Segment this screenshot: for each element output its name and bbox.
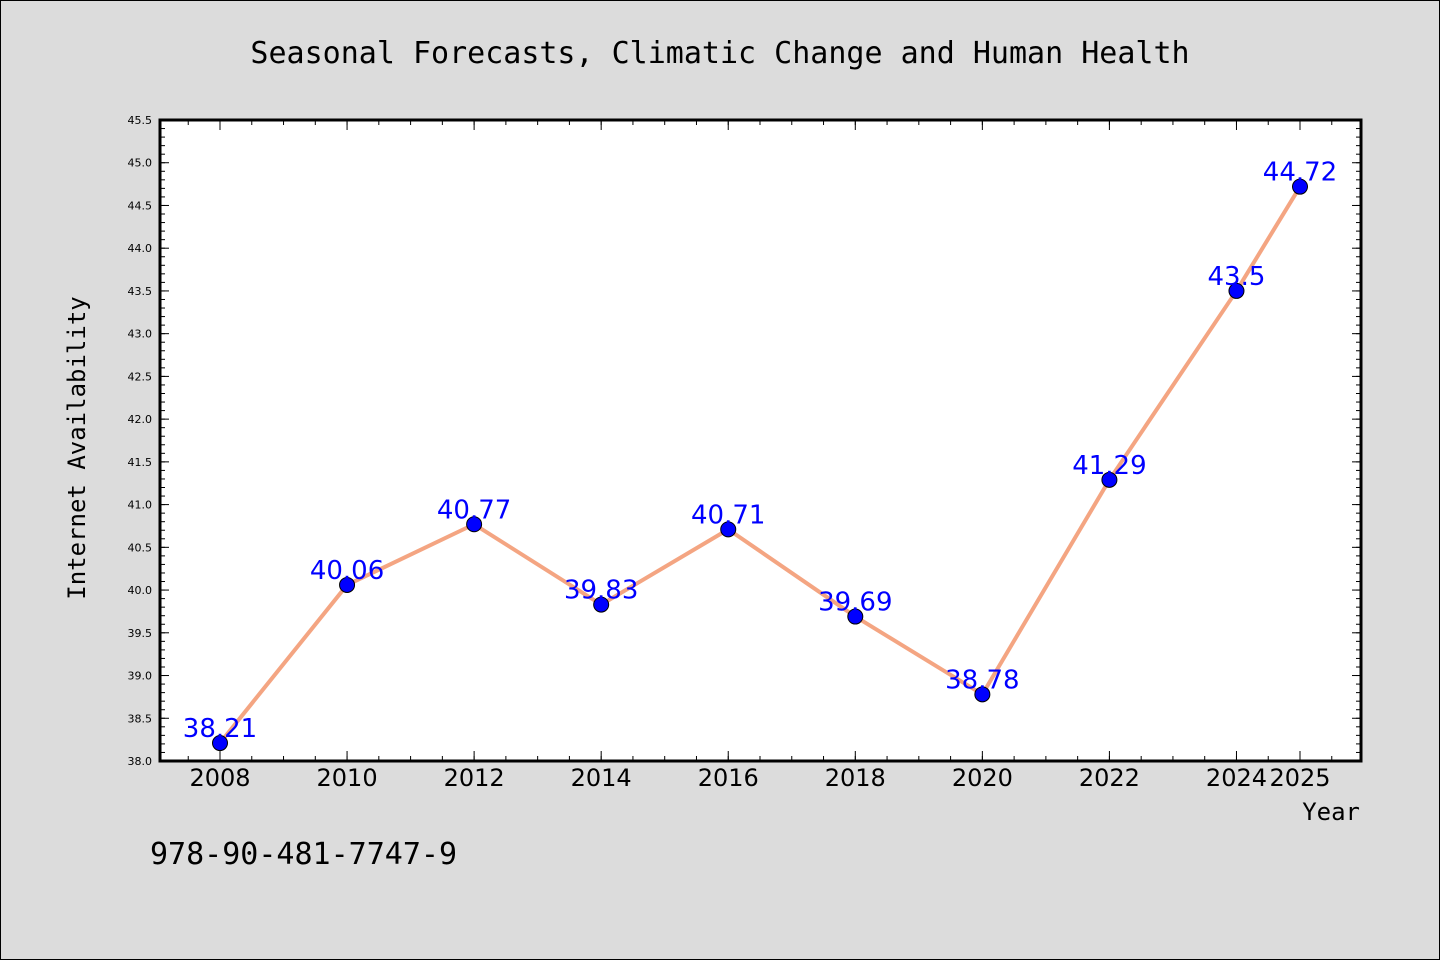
data-point <box>593 596 610 613</box>
y-tick-label: 44.0 <box>128 242 153 255</box>
data-point <box>720 521 737 538</box>
axis-ticks: 38.0 38.5 39.0 39.5 40.0 40.5 41.0 41.5 42.0 42.5… <box>128 114 1361 792</box>
y-tick-label: 40.0 <box>128 584 153 597</box>
data-point <box>1228 282 1245 299</box>
y-tick-label: 45.5 <box>128 114 153 127</box>
data-label: 40.71 <box>691 500 765 530</box>
data-label: 40.77 <box>437 495 511 525</box>
y-tick-label: 45.0 <box>128 157 153 170</box>
y-tick-label: 40.5 <box>128 541 153 554</box>
data-point <box>339 576 356 593</box>
x-tick-label: 2024 <box>1206 764 1267 792</box>
x-tick-label: 2025 <box>1269 764 1330 792</box>
x-tick-label: 2014 <box>571 764 632 792</box>
x-tick-label: 2008 <box>189 764 250 792</box>
y-tick-label: 43.5 <box>128 285 153 298</box>
chart-title: Seasonal Forecasts, Climatic Change and … <box>250 36 1189 71</box>
data-point <box>974 686 991 703</box>
x-axis-label: Year <box>1302 798 1360 826</box>
data-point <box>466 516 483 533</box>
x-tick-label: 2022 <box>1079 764 1140 792</box>
y-tick-label: 44.5 <box>128 199 153 212</box>
x-tick-label: 2020 <box>952 764 1013 792</box>
data-point <box>1101 471 1118 488</box>
y-tick-label: 43.0 <box>128 328 153 341</box>
x-tick-label: 2010 <box>317 764 378 792</box>
x-tick-label: 2018 <box>825 764 886 792</box>
data-label: 38.21 <box>183 714 257 744</box>
data-label: 44.72 <box>1263 158 1337 188</box>
x-tick-label: 2016 <box>698 764 759 792</box>
y-tick-label: 41.0 <box>128 499 153 512</box>
y-tick-label: 39.5 <box>128 627 153 640</box>
data-label: 40.06 <box>310 556 384 586</box>
y-tick-label: 38.0 <box>128 755 153 768</box>
data-point <box>212 735 228 752</box>
y-tick-label: 39.0 <box>128 670 153 683</box>
data-labels: 38.21 40.06 40.77 39.83 40.71 39.69 38.78 41.29… <box>183 158 1337 744</box>
series-line <box>218 184 1302 746</box>
data-label: 38.78 <box>945 665 1019 695</box>
y-axis-label: Internet Availability <box>63 296 91 599</box>
data-label: 39.69 <box>818 588 892 618</box>
data-label: 41.29 <box>1072 451 1146 481</box>
y-tick-label: 41.5 <box>128 456 153 469</box>
data-label: 39.83 <box>564 576 638 606</box>
data-series <box>212 178 1308 752</box>
data-label: 43.5 <box>1208 262 1266 292</box>
isbn-footer: 978-90-481-7747-9 <box>150 837 457 872</box>
plot-area <box>158 118 1363 763</box>
x-tick-label: 2012 <box>444 764 505 792</box>
data-point <box>1292 178 1308 195</box>
y-tick-label: 42.0 <box>128 413 153 426</box>
y-tick-label: 38.5 <box>128 712 153 725</box>
y-tick-label: 42.5 <box>128 370 153 383</box>
data-point <box>847 608 864 625</box>
